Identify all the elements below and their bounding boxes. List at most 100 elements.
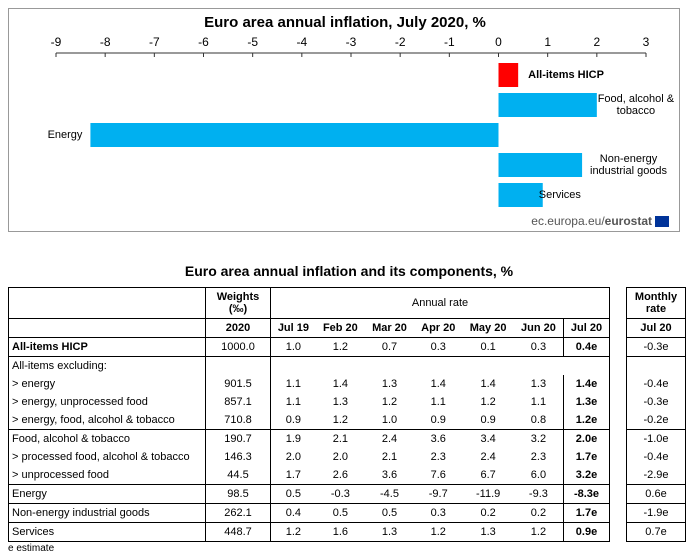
table-cell: Jul 20	[563, 318, 610, 338]
eu-flag	[655, 216, 669, 227]
table-cell	[8, 318, 206, 338]
table-cell: All-items HICP	[8, 337, 206, 357]
x-tick-label: -6	[198, 35, 209, 49]
table-cell: 448.7	[205, 522, 271, 542]
table-cell: 2.0e	[563, 429, 610, 448]
table-cell: 1.3e	[563, 393, 610, 411]
table-cell: May 20	[462, 318, 514, 338]
table-cell: 1.6	[332, 526, 349, 538]
table-cell: 1.2	[430, 526, 446, 538]
table-title: Euro area annual inflation and its compo…	[184, 263, 514, 279]
table-row: Weights (‰) Annual rate	[8, 287, 610, 319]
table-cell: 1.7e	[563, 503, 610, 523]
table-cell: -9.7	[414, 484, 463, 504]
category-label: Energy	[47, 129, 83, 141]
footnote: e estimate	[8, 543, 55, 554]
table-cell: -8.3e	[563, 484, 610, 504]
x-tick-label: -1	[444, 35, 455, 49]
table-cell: 1.3	[530, 378, 547, 390]
table-cell: 1.1	[285, 396, 302, 408]
x-tick-label: -3	[346, 35, 357, 49]
table-row: All-items excluding:	[8, 356, 610, 375]
table-cell: 2.4	[381, 433, 398, 445]
table-cell: 6.7	[462, 466, 514, 485]
table-cell: 0.4	[270, 503, 316, 523]
x-tick-label: -5	[247, 35, 258, 49]
table-row	[627, 357, 686, 376]
table-cell: 0.5	[315, 503, 365, 523]
table-cell: 1.1	[530, 396, 547, 408]
table-cell: 1.3	[381, 378, 398, 390]
table-cell: -1.9e	[626, 503, 686, 523]
table-cell: 146.3	[205, 448, 271, 466]
table-row: Food, alcohol & tobacco 190.7 1.9 2.1 2.4 3.6…	[8, 429, 610, 448]
x-tick-label: -9	[51, 35, 62, 49]
bar	[498, 183, 543, 207]
table-cell: 3.6	[430, 433, 446, 445]
table-row: 0.7e	[627, 523, 686, 542]
table-row: 0.6e	[626, 484, 686, 504]
table-row: 2020 Jul 19 Feb 20 Mar 20 Apr 20 May 20 Jun 20…	[8, 318, 610, 338]
category-label: All-items HICP	[528, 69, 604, 81]
table-cell	[627, 357, 686, 376]
monthly-table: Monthly rate Jul 20 -0.3e -0.4e -0.3e -0.2e -1…	[626, 287, 686, 542]
table-row: -2.9e	[626, 466, 686, 485]
table-row: Services 448.7 1.2 1.6 1.3 1.2 1.3 1.2 0.9e	[8, 522, 610, 542]
source-domain: ec.europa.eu/	[531, 214, 605, 228]
category-label: Services	[538, 189, 581, 201]
table-cell: -9.3	[513, 484, 564, 504]
table-cell: 2.4	[480, 451, 496, 463]
table-cell	[8, 287, 206, 319]
table-row: -0.2e	[626, 411, 686, 430]
table-cell: > energy	[8, 375, 206, 393]
table-cell: 0.3	[414, 503, 463, 523]
table-cell: 0.5	[364, 503, 415, 523]
x-tick-label: -4	[296, 35, 307, 49]
table-cell: Monthly rate	[626, 287, 686, 319]
table-row: All-items HICP 1000.0 1.0 1.2 0.7 0.3 0.1 0.3 0.…	[8, 337, 610, 357]
table-row: > unprocessed food 44.5 1.7 2.6 3.6 7.6 6.7 6.0…	[8, 466, 610, 485]
bar	[90, 123, 499, 147]
table-cell: 1.2	[480, 396, 496, 408]
table-cell: > processed food, alcohol & tobacco	[8, 448, 206, 466]
table-cell: 6.0	[513, 466, 564, 485]
table-cell: 1.3	[381, 526, 398, 538]
table-cell: 0.9	[414, 411, 463, 430]
table-cell: 1.7e	[563, 448, 610, 466]
bar	[498, 153, 583, 177]
table-cell: 0.1	[462, 337, 514, 357]
table-row: Energy 98.5 0.5 -0.3 -4.5 -9.7 -11.9 -9.3 -8.3e	[8, 484, 610, 504]
table-cell: 1.4	[430, 378, 446, 390]
table-cell: Jun 20	[513, 318, 564, 338]
chart-panel: Euro area annual inflation, July 2020, %…	[8, 8, 680, 232]
table-row: -0.4e	[627, 375, 686, 393]
table-cell: 0.8	[513, 411, 564, 430]
table-row: -0.4e	[627, 448, 686, 466]
table-cell: 1.2	[285, 526, 302, 538]
table-cell: All-items excluding:	[8, 356, 206, 375]
table-cell: -4.5	[364, 484, 415, 504]
x-tick-label: 0	[495, 35, 502, 49]
table-cell: 2.0	[285, 451, 302, 463]
table-cell: Services	[8, 522, 206, 542]
table-cell: 1.3	[332, 396, 349, 408]
table-cell: 0.9	[270, 411, 316, 430]
table-cell: Jul 20	[626, 318, 686, 338]
bar	[498, 93, 597, 117]
table-cell: Food, alcohol & tobacco	[8, 429, 206, 448]
table-cell: -0.3e	[626, 337, 686, 357]
table-cell: -2.9e	[626, 466, 686, 485]
table-cell: 1.2	[530, 526, 547, 538]
table-cell: 0.2	[513, 503, 564, 523]
table-cell: 0.2	[462, 503, 514, 523]
table-cell: 3.6	[364, 466, 415, 485]
table-cell: 1.4e	[563, 375, 610, 393]
table-cell: Feb 20	[315, 318, 365, 338]
table-cell: > energy, unprocessed food	[8, 393, 206, 411]
table-cell: 262.1	[205, 503, 271, 523]
category-label: Non-energy industrial goods	[590, 153, 668, 177]
table-cell: 7.6	[414, 466, 463, 485]
table-cell: 1.9	[285, 433, 302, 445]
table-cell: 0.6e	[626, 484, 686, 504]
